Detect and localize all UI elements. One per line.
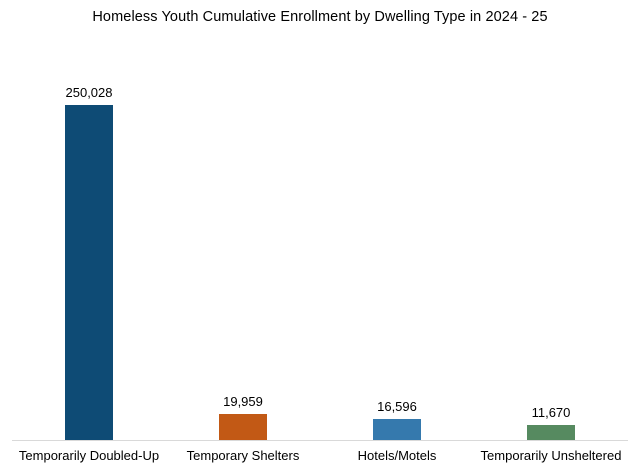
x-axis-category-labels: Temporarily Doubled-Up Temporary Shelters… [12,448,628,463]
x-axis-line [12,440,628,441]
bar [373,419,421,441]
bar-value-label: 250,028 [65,85,113,100]
bar-column: 19,959 [166,394,320,441]
chart-title: Homeless Youth Cumulative Enrollment by … [92,9,548,25]
category-label: Temporary Shelters [186,448,300,463]
category-label: Temporarily Doubled-Up [18,448,160,463]
bar-column: 250,028 [12,85,166,441]
category-label: Temporarily Unsheltered [480,448,622,463]
plot-area: 250,028 19,959 16,596 11,670 [12,61,628,441]
bar-value-label: 16,596 [377,399,417,414]
bar-value-label: 19,959 [223,394,263,409]
bar-column: 16,596 [320,399,474,441]
bar [219,414,267,441]
category-label: Hotels/Motels [357,448,437,463]
bar-column: 11,670 [474,405,628,441]
bar-value-label: 11,670 [531,405,571,420]
bar [65,105,113,441]
bar [527,425,575,441]
